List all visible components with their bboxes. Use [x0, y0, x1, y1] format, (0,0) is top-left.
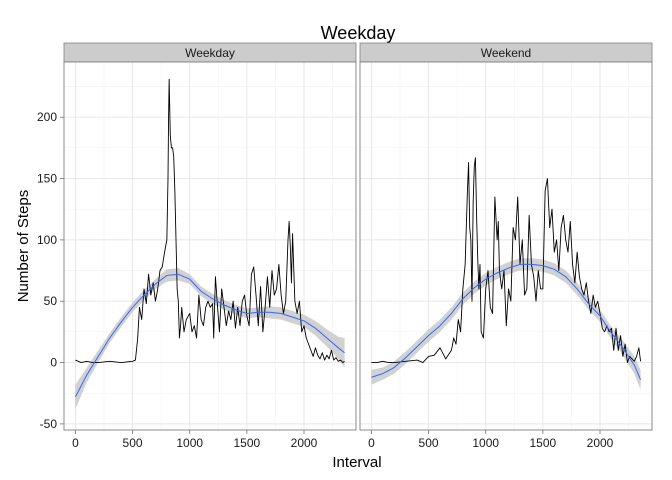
panel-weekday: Weekday: [63, 42, 357, 431]
y-tick-label: 50: [44, 294, 58, 308]
x-tick-label: 1500: [234, 436, 261, 450]
x-tick-label: 1000: [176, 436, 203, 450]
panel-background: [360, 62, 652, 430]
x-tick-label: 2000: [291, 436, 318, 450]
y-tick-label: 100: [37, 233, 57, 247]
x-tick-label: 0: [368, 436, 375, 450]
x-tick-label: 1000: [472, 436, 499, 450]
y-tick-label: 150: [37, 172, 57, 186]
x-axis-title: Interval: [332, 454, 381, 471]
x-tick-label: 0: [72, 436, 79, 450]
y-tick-label: 0: [50, 356, 57, 370]
chart-title: Weekday: [321, 23, 396, 43]
smooth-line: [371, 263, 642, 380]
panel-border: [63, 61, 357, 431]
steps-line: [75, 78, 345, 363]
smooth-line: [74, 273, 345, 398]
steps-line: [371, 157, 642, 363]
x-axes: 0 500 1000 1500 2000 0 500 1000 1500 2000: [72, 430, 614, 450]
x-tick-label: 1500: [530, 436, 557, 450]
x-tick-label: 500: [419, 436, 439, 450]
panel-weekend: Weekend: [359, 42, 653, 431]
x-tick-label: 2000: [587, 436, 614, 450]
y-axis-title: Number of Steps: [15, 190, 32, 303]
confidence-band: [75, 268, 345, 410]
facet-strip-label: Weekend: [481, 46, 531, 60]
panel-border: [359, 61, 653, 431]
panel-background: [64, 62, 356, 430]
y-tick-label: 200: [37, 110, 57, 124]
x-tick-label: 500: [123, 436, 143, 450]
y-tick-label: -50: [40, 417, 58, 431]
y-axis: -50 0 50 100 150 200: [37, 110, 64, 431]
panels: Weekday Weekend: [63, 42, 653, 431]
facet-strip-label: Weekday: [185, 46, 235, 60]
